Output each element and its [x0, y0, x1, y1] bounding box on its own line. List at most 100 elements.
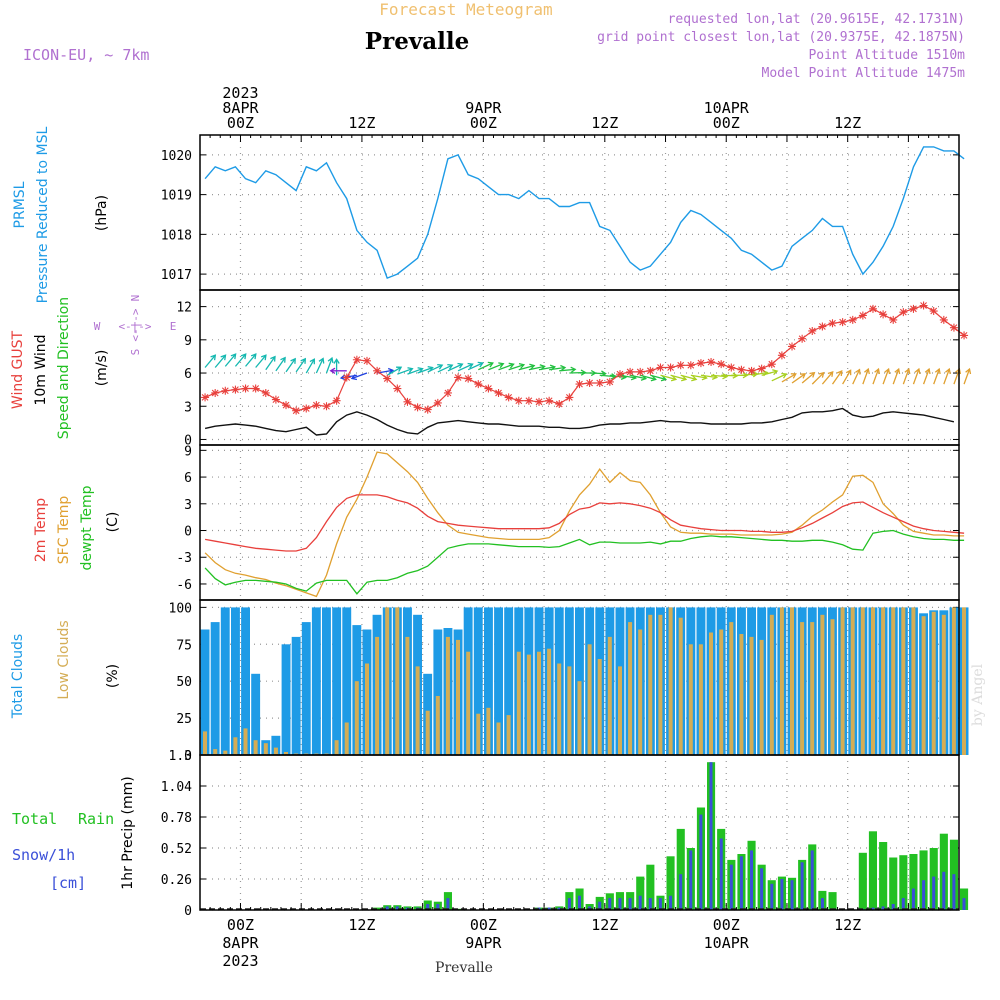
y-tick-label: 9	[184, 334, 192, 349]
total-cloud-bar	[210, 622, 220, 755]
wind-gust-marker	[686, 361, 695, 370]
temp-label-2m: 2m Temp	[33, 498, 49, 562]
wind-arrow-head	[457, 362, 464, 369]
low-cloud-bar	[941, 614, 946, 755]
low-cloud-bar	[668, 607, 673, 755]
wind-direction-arrow	[214, 354, 226, 368]
wind-10m-line	[204, 407, 955, 436]
rain-bar	[646, 864, 655, 910]
wind-gust-line	[204, 304, 965, 412]
time-label-top: 00Z	[713, 114, 740, 132]
wind-gust-marker	[211, 388, 220, 397]
wind-gust-marker	[433, 398, 442, 407]
wind-gust-marker	[261, 388, 270, 397]
snow-bar	[547, 907, 551, 910]
snow-bar	[881, 906, 885, 910]
low-cloud-bar	[415, 666, 420, 755]
wind-arrow-head	[270, 355, 276, 362]
low-cloud-bar	[871, 607, 875, 755]
time-label-bottom: 9APR	[465, 934, 502, 952]
snow-bar	[790, 880, 794, 910]
wind-gust-marker	[676, 361, 685, 370]
pressure-line	[204, 146, 965, 280]
snow-bar	[658, 898, 662, 910]
temp-2m-line	[204, 494, 965, 552]
wind-direction-arrow	[640, 374, 656, 381]
rain-bar	[636, 876, 645, 910]
low-cloud-bar	[547, 648, 552, 755]
time-label-bottom: 10APR	[704, 934, 750, 952]
wind-arrow-head	[560, 364, 567, 372]
wind-gust-marker	[292, 406, 301, 415]
time-label-top: 10APR	[704, 99, 750, 117]
compass-rose: W E N S <-|-> <-|->	[94, 295, 177, 356]
low-cloud-bar	[628, 622, 633, 755]
low-cloud-bar	[223, 750, 228, 755]
wind-arrow-head	[290, 357, 296, 364]
y-tick-label: 9	[184, 444, 192, 459]
low-cloud-bar	[891, 607, 896, 755]
low-cloud-bar	[850, 607, 855, 755]
wind-arrow-head	[772, 369, 779, 376]
low-cloud-bar	[506, 715, 511, 755]
model-point-altitude: Model Point Altitude 1475m	[762, 66, 966, 81]
wind-gust-marker	[919, 301, 928, 310]
low-cloud-bar	[334, 740, 339, 755]
total-cloud-bar	[332, 607, 342, 755]
low-cloud-bar	[607, 636, 612, 755]
wind-arrow-head	[884, 367, 891, 375]
low-cloud-bar	[365, 663, 369, 755]
requested-coords: requested lon,lat (20.9615E, 42.1731N)	[668, 12, 965, 27]
low-cloud-bar	[769, 614, 774, 755]
wind-gust-marker	[241, 384, 250, 393]
compass-w: W	[94, 320, 101, 333]
wind-gust-marker	[838, 318, 847, 327]
low-cloud-bar	[587, 644, 592, 755]
wind-arrow-head	[863, 367, 870, 375]
snow-bar	[567, 898, 571, 910]
low-cloud-bar	[233, 737, 238, 755]
wind-gust-marker	[271, 395, 280, 404]
low-cloud-bar	[719, 629, 724, 755]
wind-gust-marker	[352, 355, 361, 364]
wind-gust-marker	[565, 393, 574, 402]
gridpoint-coords: grid point closest lon,lat (20.9375E, 42…	[597, 30, 965, 45]
wind-direction-arrow	[275, 357, 286, 372]
wind-gust-marker	[615, 370, 624, 379]
wind-gust-marker	[312, 401, 321, 410]
time-label-top: 12Z	[348, 114, 375, 132]
wind-arrow-head	[660, 375, 668, 382]
wind-label-gust: Wind GUST	[10, 330, 26, 409]
wind-gust-marker	[929, 307, 938, 316]
low-cloud-bar	[698, 644, 703, 755]
wind-arrow-head	[681, 375, 688, 382]
wind-direction-arrow	[902, 368, 910, 385]
location-title: Prevalle	[365, 28, 469, 55]
temp-label-sfc: SFC Temp	[56, 496, 72, 565]
compass-s: S	[129, 349, 142, 356]
low-cloud-bar	[557, 663, 562, 755]
precip-frame	[199, 754, 960, 911]
y-tick-label: 1020	[161, 149, 192, 164]
snow-bar	[750, 850, 753, 910]
wind-direction-arrow	[700, 374, 717, 379]
wind-gust-marker	[251, 384, 260, 393]
wind-gust-marker	[960, 331, 969, 340]
snow-bar	[952, 874, 956, 910]
snow-bar	[739, 856, 743, 910]
wind-direction-arrow	[842, 369, 852, 385]
wind-direction-arrow	[224, 353, 237, 367]
pressure-ylabel: (hPa)	[94, 195, 110, 231]
low-cloud-bar	[243, 728, 248, 755]
time-label-top: 00Z	[470, 114, 497, 132]
temp-panel-labels: 2m Temp SFC Temp dewpt Temp (C)	[33, 485, 121, 570]
low-cloud-bar	[962, 607, 966, 755]
y-tick-label: 50	[176, 675, 192, 690]
low-cloud-bar	[273, 747, 278, 755]
wind-direction-arrow	[204, 354, 216, 368]
wind-gust-marker	[666, 363, 675, 372]
low-cloud-bar	[800, 622, 805, 755]
precip-label-cm: [cm]	[50, 874, 86, 892]
low-cloud-bar	[618, 666, 622, 755]
wind-direction-arrow	[589, 372, 606, 375]
